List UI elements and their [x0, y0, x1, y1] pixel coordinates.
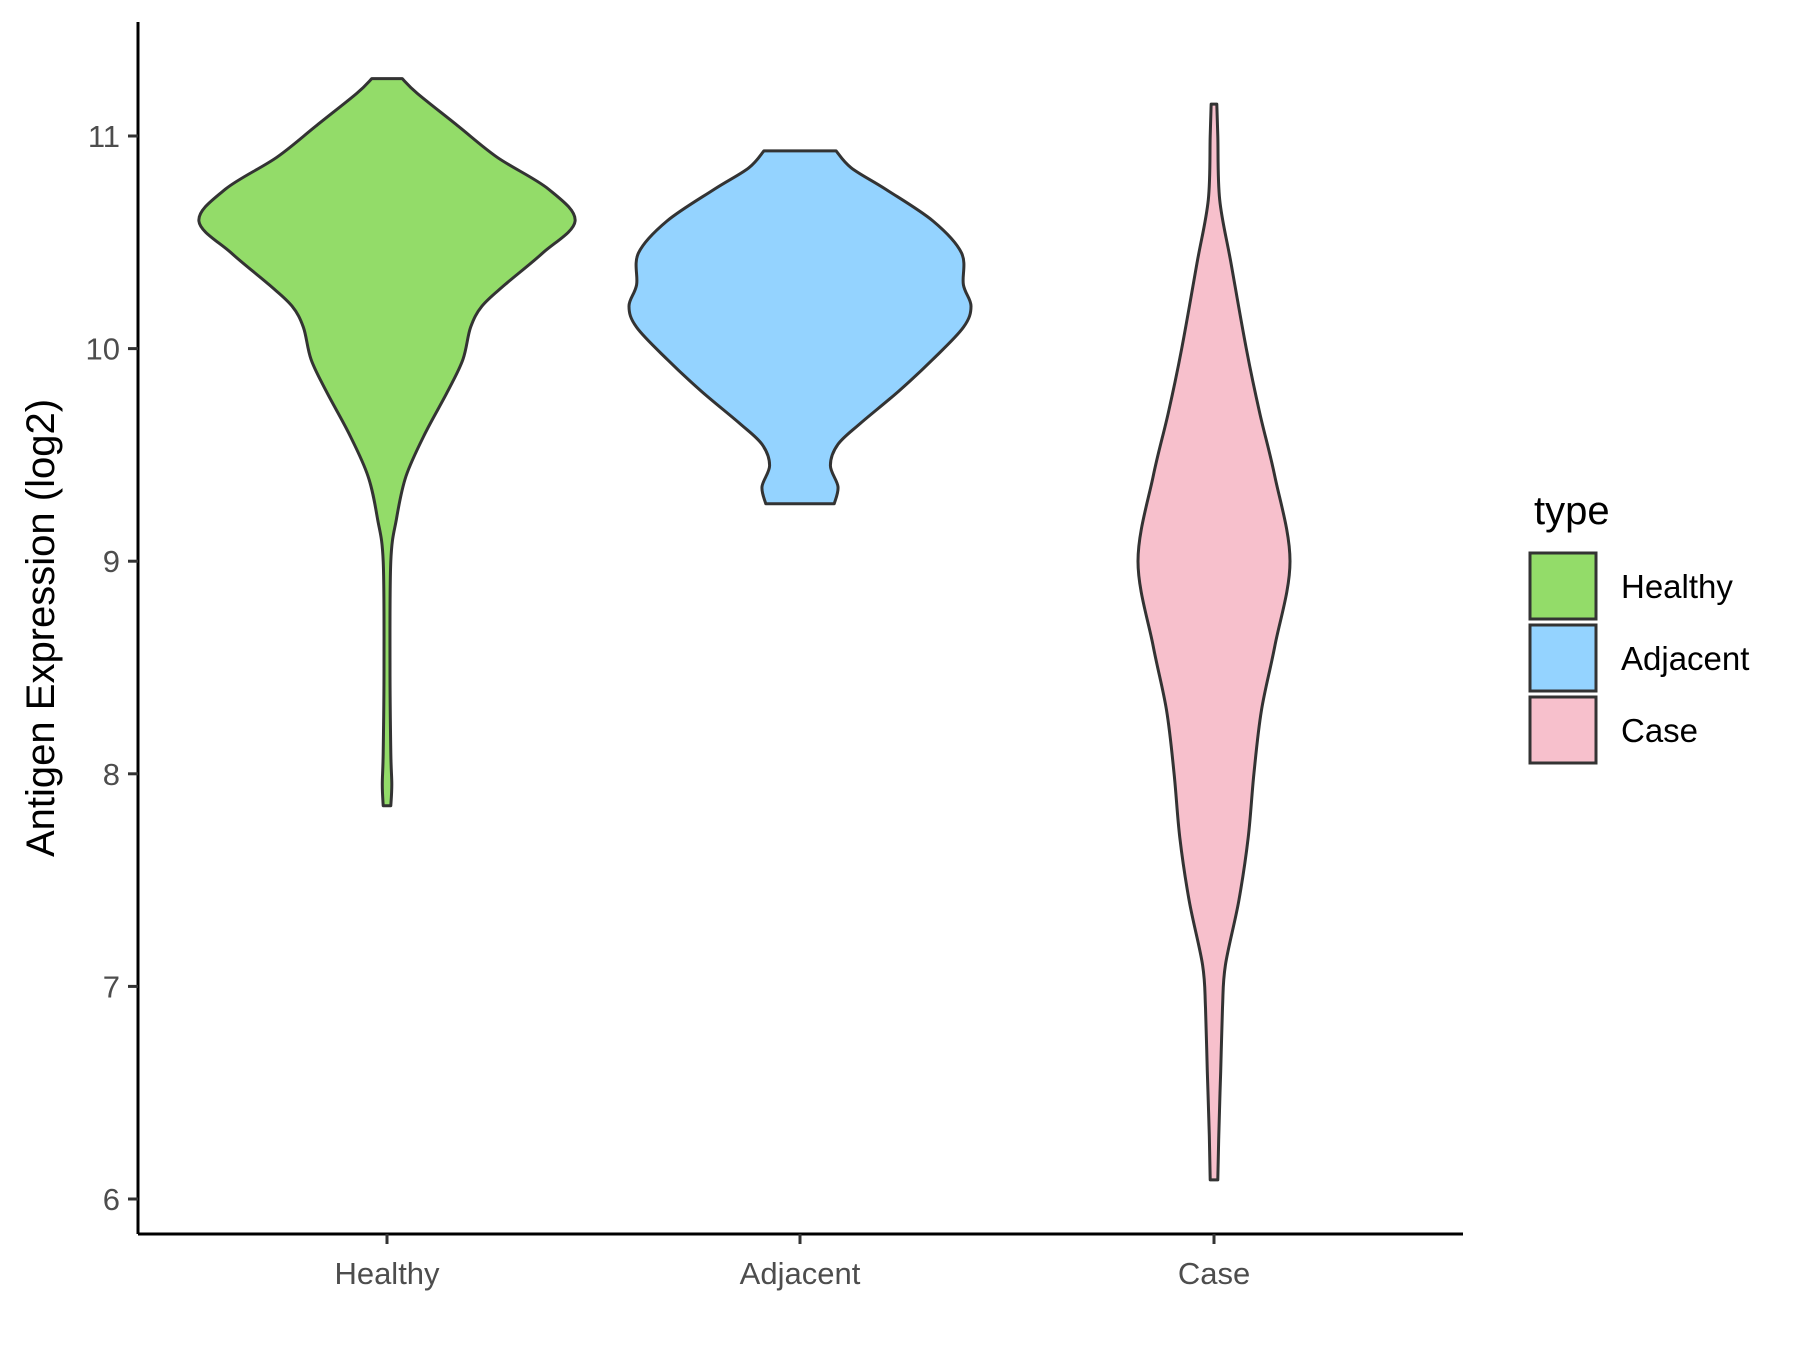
legend-label: Adjacent [1621, 640, 1749, 677]
y-tick-label: 10 [86, 332, 120, 367]
y-tick-label: 8 [103, 757, 120, 792]
legend-key-case [1528, 695, 1598, 765]
legend: type Healthy Adjacent Case [1528, 489, 1749, 765]
y-axis-ticks: 6 7 8 9 10 11 [86, 119, 138, 1217]
y-tick-label: 9 [103, 544, 120, 579]
violin-case [1136, 102, 1292, 1182]
y-axis-title: Antigen Expression (log2) [19, 399, 63, 857]
x-tick-label: Adjacent [740, 1256, 861, 1291]
legend-label: Case [1621, 712, 1698, 749]
x-tick-label: Case [1178, 1256, 1250, 1291]
y-tick-label: 11 [88, 119, 120, 154]
legend-label: Healthy [1621, 568, 1733, 605]
x-tick-label: Healthy [334, 1256, 440, 1291]
legend-title: type [1534, 489, 1610, 533]
violin-adjacent [627, 149, 973, 506]
y-tick-label: 6 [103, 1182, 120, 1217]
legend-key-adjacent [1528, 623, 1598, 693]
y-tick-label: 7 [103, 969, 120, 1004]
violins [197, 77, 1292, 1182]
legend-key-healthy [1528, 551, 1598, 621]
x-axis-ticks: Healthy Adjacent Case [334, 1234, 1250, 1291]
violin-healthy [197, 77, 577, 808]
